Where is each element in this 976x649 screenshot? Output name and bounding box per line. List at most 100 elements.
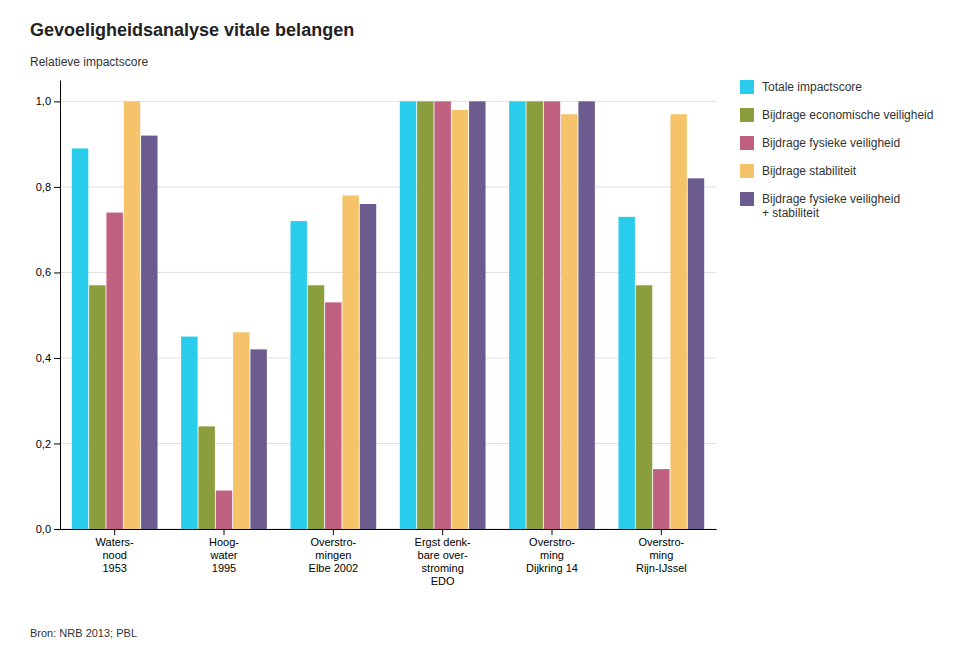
legend-label: Bijdrage stabiliteit bbox=[762, 164, 857, 178]
y-tick-label: 1,0 bbox=[36, 95, 51, 107]
bar bbox=[526, 101, 542, 529]
x-tick-mark bbox=[661, 529, 662, 535]
bar bbox=[544, 101, 560, 529]
bar bbox=[636, 285, 652, 529]
y-tick: 0,6 bbox=[36, 266, 60, 278]
y-tick: 0,0 bbox=[36, 523, 60, 535]
x-tick-mark bbox=[114, 529, 115, 535]
grid-line bbox=[60, 101, 716, 102]
legend-item: Totale impactscore bbox=[740, 80, 862, 94]
legend-item: Bijdrage economische veiligheid bbox=[740, 108, 933, 122]
bar bbox=[308, 285, 324, 529]
bar bbox=[400, 101, 416, 529]
y-tick-mark bbox=[54, 187, 60, 188]
grid-line bbox=[60, 357, 716, 358]
grid-line bbox=[60, 529, 716, 530]
x-tick-mark bbox=[442, 529, 443, 535]
bar bbox=[434, 101, 450, 529]
bar bbox=[509, 101, 525, 529]
bar bbox=[325, 302, 341, 529]
bar-series bbox=[124, 101, 687, 529]
y-tick: 1,0 bbox=[36, 95, 60, 107]
bars bbox=[72, 101, 704, 529]
bar-series bbox=[89, 101, 652, 529]
legend-label: Totale impactscore bbox=[762, 80, 862, 94]
bar bbox=[198, 426, 214, 529]
bar bbox=[250, 349, 266, 529]
bar bbox=[141, 136, 157, 529]
bar bbox=[181, 337, 197, 529]
grid-line bbox=[60, 186, 716, 187]
x-tick: Hoog-water1995 bbox=[209, 529, 239, 574]
title: Gevoeligheidsanalyse vitale belangen bbox=[30, 20, 354, 40]
bar bbox=[72, 148, 88, 529]
legend-swatch bbox=[740, 164, 754, 178]
legend-swatch bbox=[740, 108, 754, 122]
y-tick-mark bbox=[54, 101, 60, 102]
x-tick-label: Overstro-mingDijkring 14 bbox=[526, 536, 578, 574]
bar bbox=[618, 217, 634, 529]
y-tick-mark bbox=[54, 443, 60, 444]
source-note: Bron: NRB 2013; PBL bbox=[30, 627, 137, 639]
x-tick-mark bbox=[333, 529, 334, 535]
x-tick: Waters-nood1953 bbox=[96, 529, 134, 574]
grid bbox=[60, 101, 716, 529]
bar bbox=[89, 285, 105, 529]
legend-label: Bijdrage fysieke veiligheid bbox=[762, 136, 900, 150]
y-tick-mark bbox=[54, 272, 60, 273]
bar-series bbox=[141, 101, 704, 529]
y-tick-label: 0,6 bbox=[36, 266, 51, 278]
x-tick-mark bbox=[552, 529, 553, 535]
legend: Totale impactscore Bijdrage economische v… bbox=[740, 80, 933, 220]
y-tick: 0,2 bbox=[36, 437, 60, 449]
grid-line bbox=[60, 272, 716, 273]
x-tick-label: Overstro-mingenElbe 2002 bbox=[309, 536, 359, 574]
bar bbox=[124, 101, 140, 529]
legend-swatch bbox=[740, 80, 754, 94]
bar bbox=[688, 178, 704, 529]
x-tick-label: Hoog-water1995 bbox=[209, 536, 239, 574]
bar bbox=[360, 204, 376, 529]
y-axis-title: Relatieve impactscore bbox=[30, 55, 148, 69]
x-tick: Overstro-mingDijkring 14 bbox=[526, 529, 578, 574]
bar bbox=[578, 101, 594, 529]
y-axis-line bbox=[60, 81, 61, 530]
x-tick-label: Waters-nood1953 bbox=[96, 536, 134, 574]
y-tick-label: 0,2 bbox=[36, 437, 51, 449]
bar bbox=[216, 491, 232, 529]
y-tick: 0,8 bbox=[36, 181, 60, 193]
bar bbox=[417, 101, 433, 529]
x-tick: Ergst denk-bare over-stromingEDO bbox=[415, 529, 472, 587]
y-tick-mark bbox=[54, 529, 60, 530]
bar-series bbox=[106, 101, 669, 529]
bar-series bbox=[72, 101, 635, 529]
x-tick-mark bbox=[224, 529, 225, 535]
bar bbox=[670, 114, 686, 529]
y-tick: 0,4 bbox=[36, 352, 60, 364]
x-tick: Overstro-mingRijn-IJssel bbox=[636, 529, 687, 574]
x-tick-label: Overstro-mingRijn-IJssel bbox=[636, 536, 687, 574]
x-tick-label: Ergst denk-bare over-stromingEDO bbox=[415, 536, 472, 588]
x-tick: Overstro-mingenElbe 2002 bbox=[309, 529, 359, 574]
chart: 0,0 0,2 0,4 0,6 0,8 1,0 Waters-nood1953 Hoog-wa… bbox=[0, 0, 976, 649]
x-axis-line bbox=[61, 529, 717, 530]
bar bbox=[653, 469, 669, 529]
bar bbox=[233, 332, 249, 529]
bar bbox=[469, 101, 485, 529]
bar bbox=[561, 114, 577, 529]
legend-swatch bbox=[740, 192, 754, 206]
legend-item: Bijdrage fysieke veiligheid bbox=[740, 136, 900, 150]
bar bbox=[452, 110, 468, 529]
x-axis: Waters-nood1953 Hoog-water1995 Overstro-mi… bbox=[61, 529, 717, 587]
plot: 0,0 0,2 0,4 0,6 0,8 1,0 Waters-nood1953 Hoog-wa… bbox=[36, 81, 717, 588]
y-axis: 0,0 0,2 0,4 0,6 0,8 1,0 bbox=[36, 81, 61, 536]
bar bbox=[342, 195, 358, 529]
legend-item: Bijdrage stabiliteit bbox=[740, 164, 857, 178]
legend-item: Bijdrage fysieke veiligheid+ stabiliteit bbox=[740, 192, 900, 220]
bar bbox=[106, 213, 122, 529]
y-tick-label: 0,0 bbox=[36, 523, 51, 535]
legend-label: Bijdrage fysieke veiligheid+ stabiliteit bbox=[762, 192, 900, 220]
grid-line bbox=[60, 443, 716, 444]
legend-swatch bbox=[740, 136, 754, 150]
legend-label: Bijdrage economische veiligheid bbox=[762, 108, 933, 122]
